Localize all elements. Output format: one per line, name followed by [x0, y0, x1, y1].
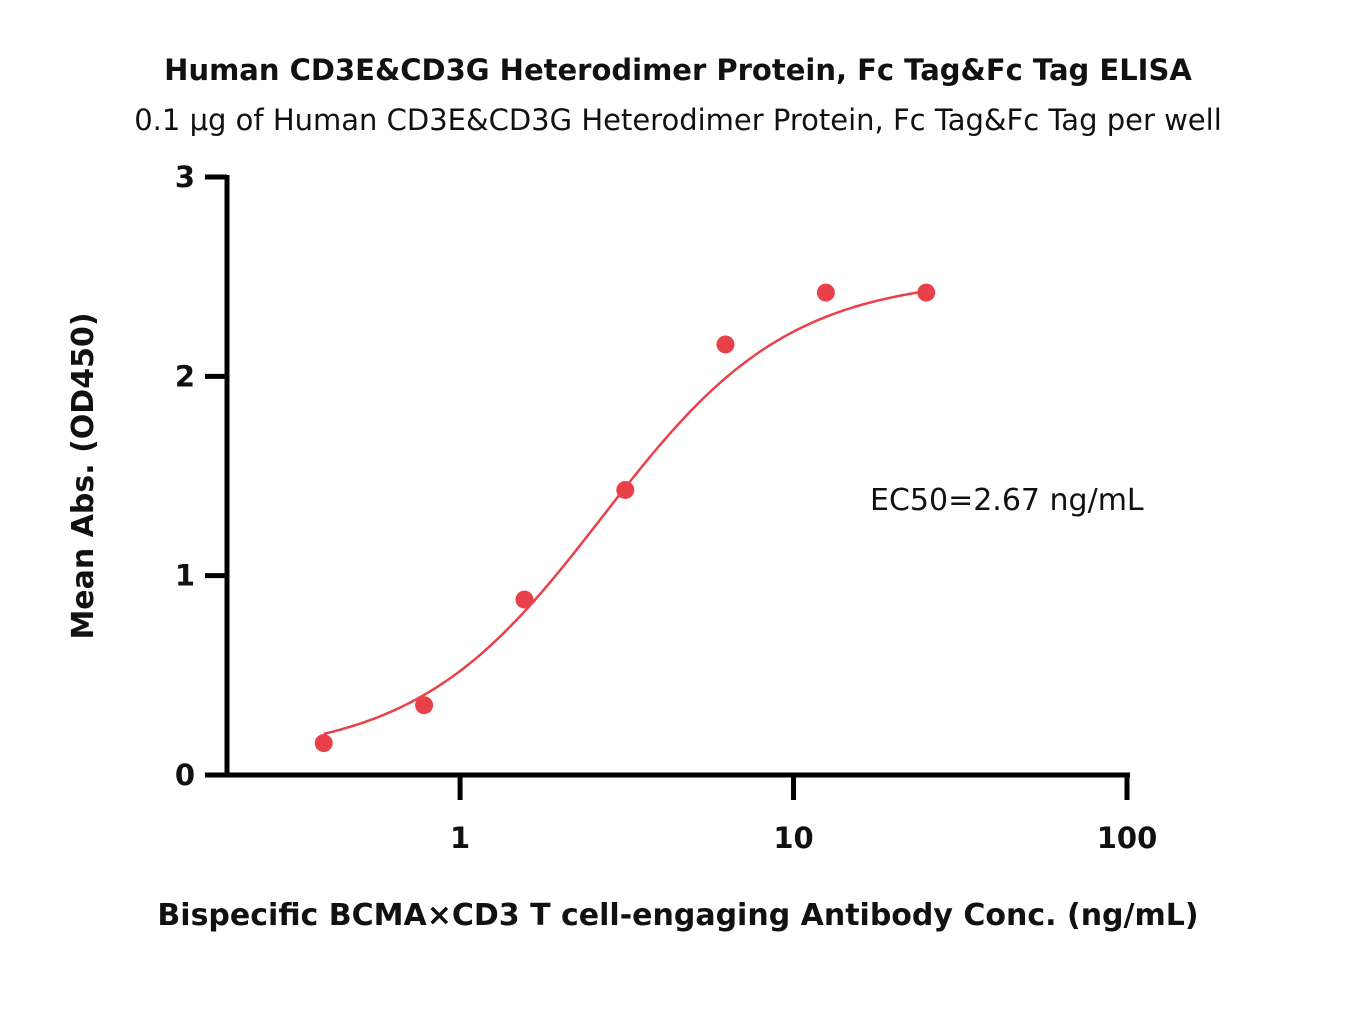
x-tick-label: 1: [450, 821, 470, 855]
y-axis-label: Mean Abs. (OD450): [66, 312, 101, 639]
chart-subtitle: 0.1 μg of Human CD3E&CD3G Heterodimer Pr…: [134, 103, 1222, 137]
y-tick-label: 0: [175, 758, 195, 792]
y-axis-ticks: 0 1 2 3: [175, 160, 227, 792]
data-point: [515, 590, 534, 609]
data-point: [616, 480, 635, 499]
data-point: [716, 335, 735, 354]
chart-title: Human CD3E&CD3G Heterodimer Protein, Fc …: [164, 53, 1192, 87]
x-axis-label: Bispecific BCMA×CD3 T cell-engaging Anti…: [157, 898, 1198, 933]
data-point: [816, 283, 835, 302]
plot-area: [314, 283, 936, 753]
data-points: [314, 283, 936, 753]
ec50-annotation: EC50=2.67 ng/mL: [870, 483, 1144, 518]
y-tick-label: 1: [175, 559, 195, 593]
x-tick-label: 10: [773, 821, 813, 855]
data-point: [415, 696, 434, 715]
y-tick-label: 2: [175, 359, 195, 393]
data-point: [917, 283, 936, 302]
data-point: [314, 734, 333, 753]
y-tick-label: 3: [175, 160, 195, 194]
fit-curve: [323, 289, 927, 736]
x-tick-label: 100: [1097, 821, 1158, 855]
x-axis-ticks: 1 10 100: [450, 775, 1157, 855]
